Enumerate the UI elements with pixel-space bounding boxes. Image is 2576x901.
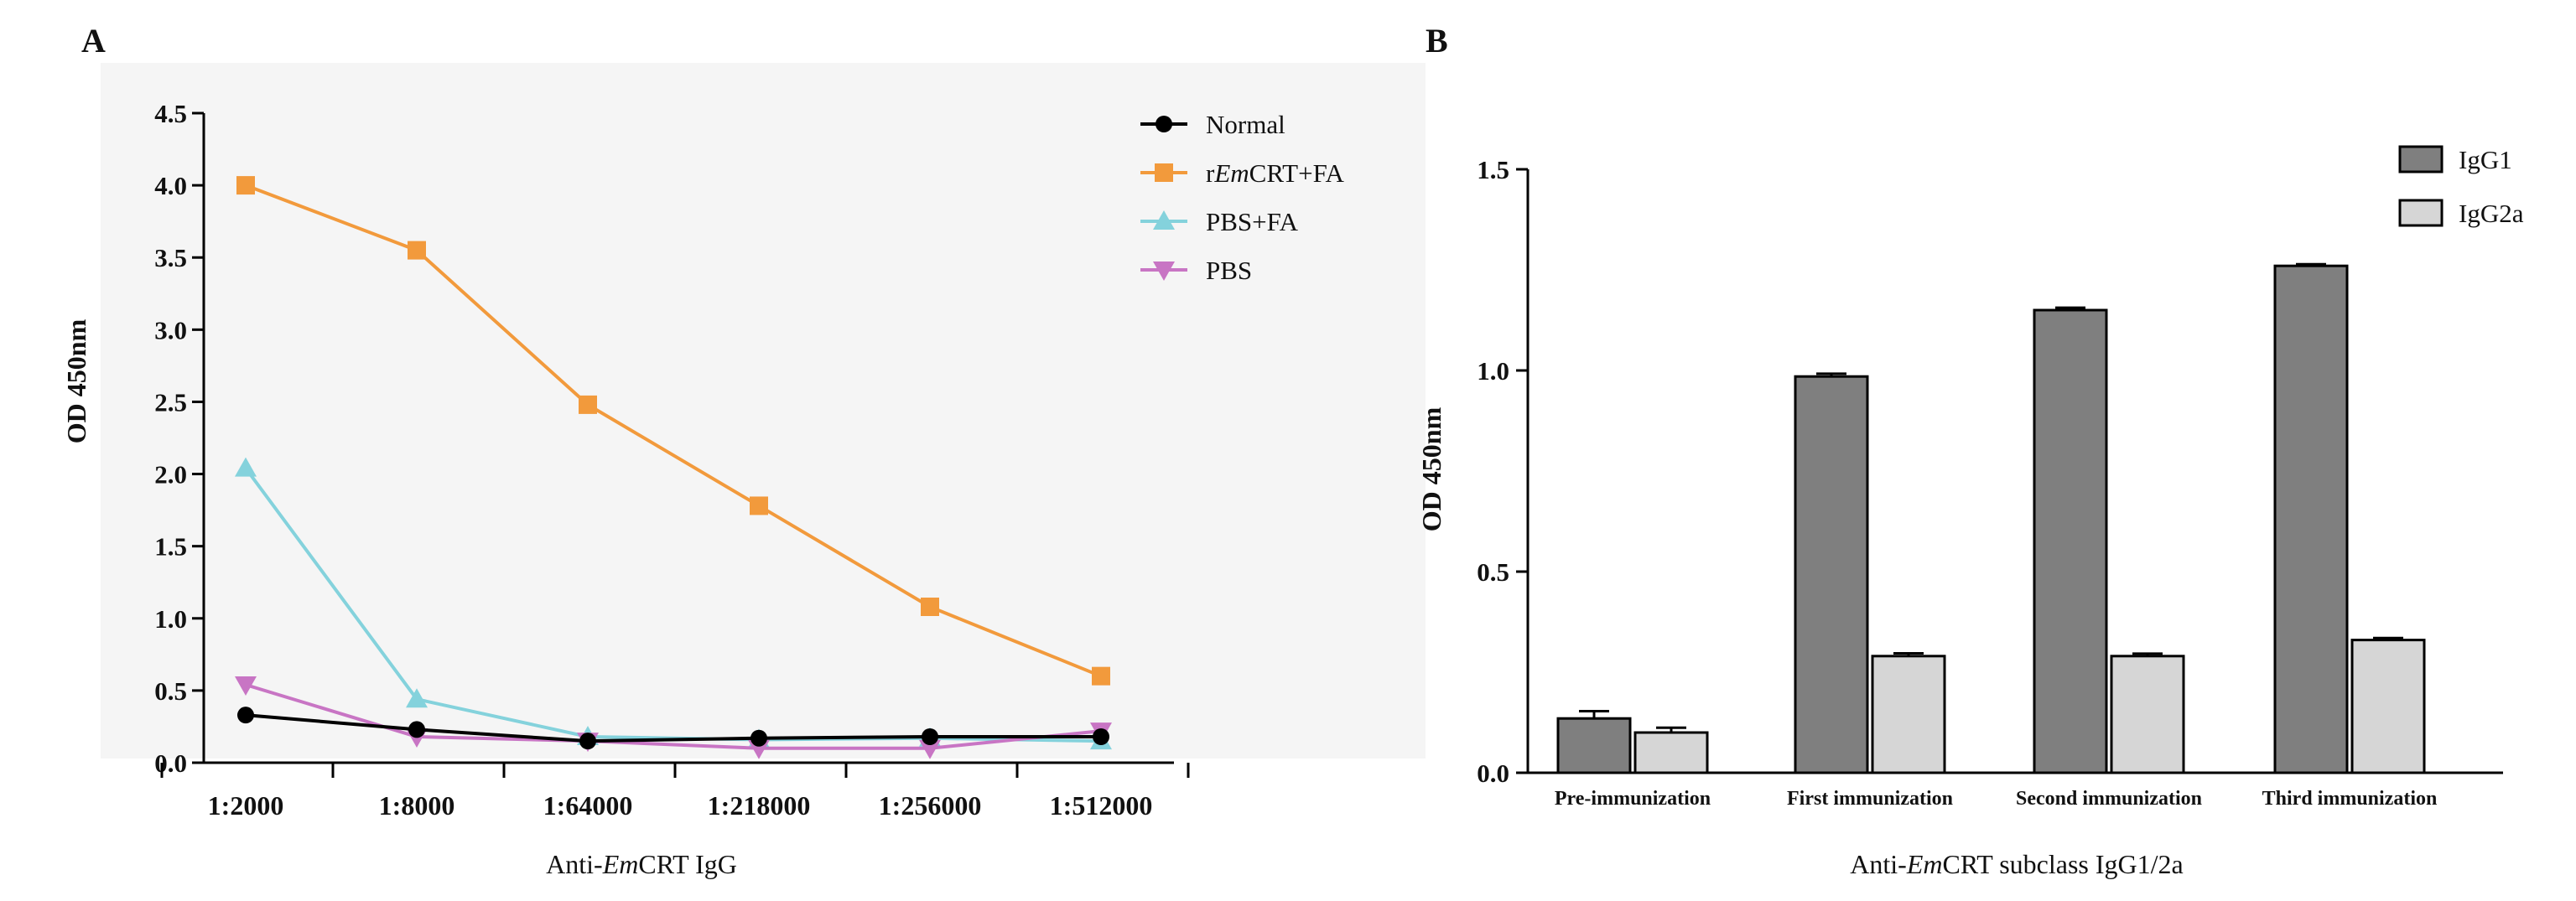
panel-a-y-tick-label: 1.5	[154, 532, 187, 562]
panel-a-x-tick-label: 1:512000	[1050, 790, 1153, 821]
panel-a-y-tick-label: 4.5	[154, 99, 187, 128]
panel-b-bar	[1556, 717, 1632, 774]
panel-a-legend-label: Normal	[1206, 110, 1285, 139]
panel-a-label: A	[81, 22, 106, 60]
panel-a-y-tick-label: 1.0	[154, 604, 187, 634]
panel-b-bar	[1633, 731, 1709, 774]
panel-b-x-tick-label: Third immunization	[2262, 788, 2438, 810]
panel-b-x-axis-label-part-3: CRT subclass IgG1/2a	[1942, 849, 2183, 879]
panel-a-data-point	[921, 598, 939, 616]
panel-a-y-tick-label: 2.5	[154, 387, 187, 417]
panel-a-data-point	[408, 721, 425, 738]
panel-b-bar	[1871, 655, 1946, 774]
panel-a-x-tick-label: 1:64000	[543, 790, 633, 821]
panel-a-legend-label: rEmCRT+FA	[1206, 158, 1345, 188]
panel-b-y-axis-label: OD 450nm	[1416, 406, 1446, 531]
panel-a-series-line	[245, 184, 1102, 678]
panel-b-y-tick-label: 1.5	[1477, 155, 1509, 184]
panel-b-bar	[2350, 639, 2426, 774]
panel-a-legend-marker	[1155, 163, 1173, 182]
panel-a-data-point	[919, 739, 941, 759]
panel-a-series	[235, 176, 1112, 759]
panel-a-legend-marker	[1153, 210, 1175, 230]
panel-a-data-point	[748, 739, 770, 759]
panel-b-legend-swatch	[2398, 199, 2444, 227]
panel-a-y-tick-label: 0.5	[154, 676, 187, 706]
panel-a-x-axis-label: Anti-EmCRT IgG	[546, 849, 737, 879]
panel-a-legend-label-part: PBS+FA	[1206, 207, 1299, 236]
panel-a-x-tick-label: 1:8000	[379, 790, 455, 821]
panel-a-data-point	[406, 688, 428, 708]
panel-a-data-point	[236, 176, 255, 195]
panel-b-label: B	[1426, 22, 1448, 60]
panel-b-bars	[1556, 262, 2426, 774]
panel-b-x-axis-label-part-1: Anti-	[1850, 849, 1907, 879]
panel-b-bar	[2033, 308, 2108, 774]
panel-b-bar-chart: B OD 450nm Anti-EmCRT subclass IgG1/2a 0…	[1416, 22, 2524, 879]
panel-a-data-point	[1092, 666, 1110, 686]
panel-a-x-axis-label-part-1: Anti-	[546, 849, 603, 879]
panel-b-legend-swatch	[2398, 145, 2444, 173]
panel-b-y-tick-label: 1.0	[1477, 356, 1509, 386]
panel-a-legend-label-part: CRT+FA	[1249, 158, 1345, 188]
panel-a-background	[101, 63, 1426, 759]
panel-b-x-tick-label: First immunization	[1787, 788, 1953, 810]
panel-b-x-axis-label: Anti-EmCRT subclass IgG1/2a	[1850, 849, 2183, 879]
panel-a-legend-label-part: r	[1206, 158, 1215, 188]
panel-a-legend-label: PBS+FA	[1206, 207, 1299, 236]
panel-b-x-tick-label: Pre-immunization	[1555, 788, 1711, 810]
panel-b-legend-label: IgG2a	[2459, 199, 2524, 228]
panel-a-legend-label-part: PBS	[1206, 256, 1252, 285]
panel-b-x-axis-label-part-2: Em	[1906, 849, 1943, 879]
panel-a-y-axis-label: OD 450nm	[61, 318, 91, 443]
panel-a-data-point	[750, 729, 767, 747]
panel-a-y-tick-label: 3.5	[154, 243, 187, 272]
panel-b-bar	[2273, 264, 2349, 774]
panel-a-data-point	[235, 676, 257, 696]
panel-a-x-axis-label-part-3: CRT IgG	[638, 849, 737, 879]
panel-a-legend: Normal rEmCRT+FA PBS+FA PBS	[1140, 110, 1345, 285]
panel-a-legend-label-part: Normal	[1206, 110, 1285, 139]
panel-a-line-chart: A OD 450nm Anti-EmCRT IgG 0.00.51.01.52.…	[61, 22, 1426, 879]
panel-a-x-tick-label: 1:218000	[708, 790, 811, 821]
panel-a-data-point	[235, 457, 257, 477]
panel-b-legend: IgG1 IgG2a	[2398, 145, 2524, 228]
panel-a-legend-marker	[1153, 261, 1175, 281]
panel-a-data-point	[408, 241, 426, 260]
panel-a-data-point	[579, 395, 597, 414]
panel-a-x-axis-label-part-2: Em	[602, 849, 639, 879]
panel-a-legend-marker	[1156, 116, 1172, 132]
panel-a-y-tick-label: 2.0	[154, 460, 187, 489]
panel-a-legend-label-part: Em	[1213, 158, 1249, 188]
panel-b-y-tick-label: 0.5	[1477, 557, 1509, 587]
panel-a-data-point	[1093, 728, 1109, 745]
panel-a-data-point	[922, 728, 938, 745]
panel-a-data-point	[579, 733, 596, 750]
panel-a-y-tick-label: 4.0	[154, 171, 187, 200]
panel-a-x-tick-label: 1:256000	[879, 790, 982, 821]
panel-a-series-line	[245, 713, 1101, 743]
panel-b-bar	[2110, 655, 2185, 774]
panel-b-bar	[1794, 375, 1869, 774]
panel-b-y-tick-label: 0.0	[1477, 759, 1509, 788]
panel-a-y-tick-label: 0.0	[154, 748, 187, 778]
panel-b-axes: 0.0 0.5 1.0 1.5 Pre-immunization First immuni…	[1477, 155, 2503, 810]
panel-b-x-tick-label: Second immunization	[2016, 788, 2202, 810]
panel-a-data-point	[237, 707, 254, 724]
panel-a-data-point	[750, 496, 768, 515]
panel-a-x-tick-label: 1:2000	[208, 790, 284, 821]
panel-a-axes: 0.0 0.5 1.0 1.5 2.0 2.5 3.0 3.5 4.0 4.5 1:2000 1:80…	[154, 99, 1190, 821]
panel-a-legend-label: PBS	[1206, 256, 1252, 285]
panel-b-legend-label: IgG1	[2459, 145, 2512, 174]
panel-a-y-tick-label: 3.0	[154, 315, 187, 344]
